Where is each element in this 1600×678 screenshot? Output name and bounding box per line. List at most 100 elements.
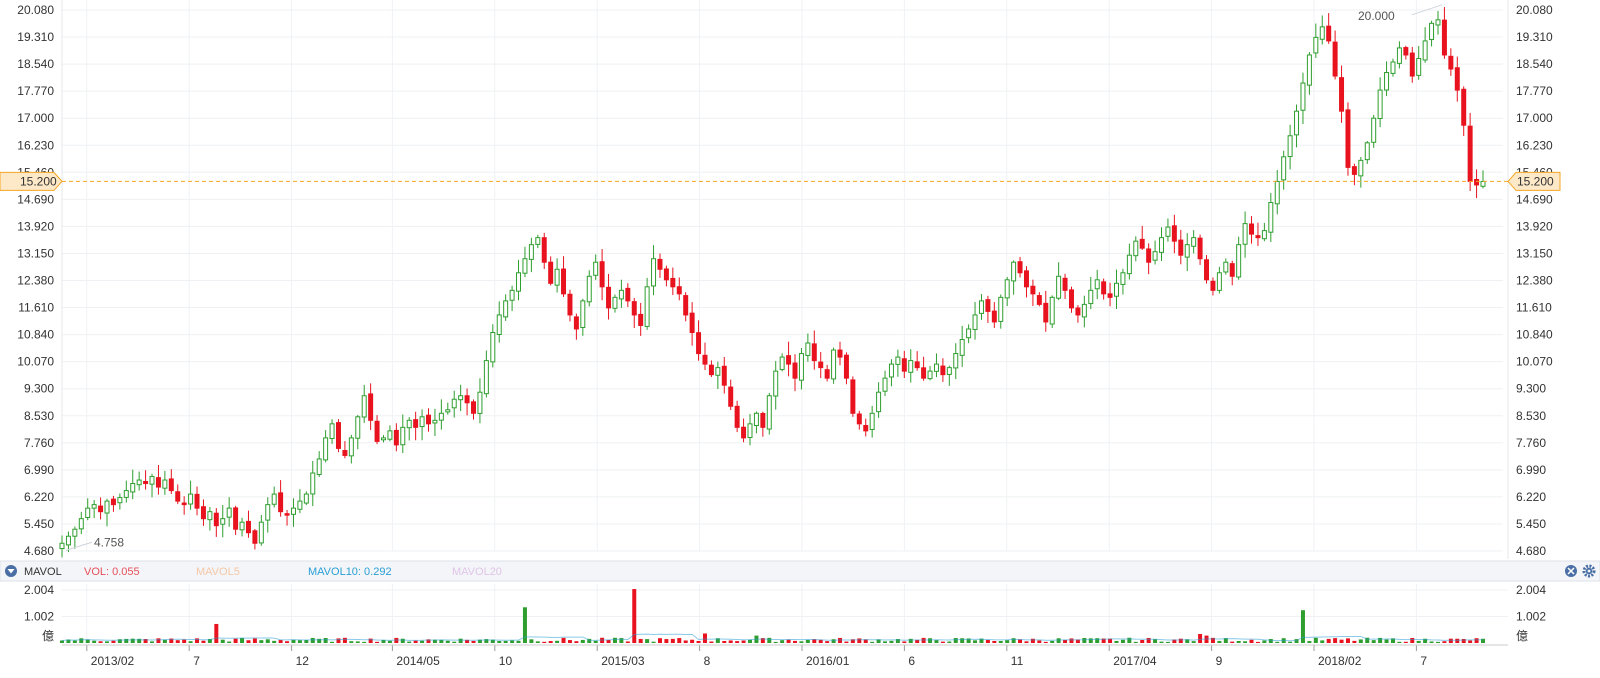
volume-bar[interactable]	[516, 640, 521, 643]
volume-bar[interactable]	[664, 639, 669, 643]
volume-bar[interactable]	[728, 640, 733, 643]
volume-bar[interactable]	[490, 639, 495, 643]
candle[interactable]	[901, 350, 907, 379]
candle[interactable]	[985, 295, 991, 323]
volume-bar[interactable]	[825, 641, 830, 643]
candle[interactable]	[1441, 7, 1447, 59]
candle[interactable]	[226, 497, 232, 527]
candle[interactable]	[715, 361, 721, 390]
candle[interactable]	[200, 499, 206, 526]
volume-bar[interactable]	[850, 639, 855, 643]
volume-bar[interactable]	[1416, 640, 1421, 643]
candle[interactable]	[895, 349, 901, 377]
volume-bar[interactable]	[580, 639, 585, 643]
volume-bar[interactable]	[535, 641, 540, 643]
volume-bar[interactable]	[72, 640, 77, 643]
candle[interactable]	[779, 353, 785, 372]
volume-bar[interactable]	[908, 638, 913, 643]
volume-bar[interactable]	[317, 638, 322, 643]
volume-bar[interactable]	[567, 640, 572, 643]
candle[interactable]	[1152, 240, 1158, 265]
candle[interactable]	[85, 498, 91, 521]
volume-bar[interactable]	[1011, 638, 1016, 643]
candle[interactable]	[741, 418, 747, 443]
candle[interactable]	[271, 486, 277, 508]
volume-bar[interactable]	[657, 638, 662, 643]
candle[interactable]	[670, 267, 676, 296]
candle[interactable]	[683, 292, 689, 322]
volume-bar[interactable]	[831, 639, 836, 643]
candle[interactable]	[393, 423, 399, 452]
volume-bar[interactable]	[484, 639, 489, 643]
volume-bar[interactable]	[1172, 639, 1177, 643]
volume-bar[interactable]	[973, 640, 978, 643]
candle[interactable]	[1364, 140, 1370, 164]
volume-bar[interactable]	[947, 641, 952, 643]
volume-bar[interactable]	[838, 637, 843, 643]
candle[interactable]	[483, 350, 489, 398]
candle[interactable]	[644, 277, 650, 330]
volume-bar[interactable]	[259, 640, 264, 643]
volume-bar[interactable]	[137, 638, 142, 643]
volume-bar[interactable]	[1120, 639, 1125, 643]
candle[interactable]	[1448, 48, 1454, 76]
volume-bar[interactable]	[1403, 641, 1408, 643]
candle[interactable]	[368, 383, 374, 430]
candle[interactable]	[1461, 86, 1467, 136]
volume-bar[interactable]	[1390, 638, 1395, 643]
candle[interactable]	[753, 411, 759, 434]
volume-bar[interactable]	[150, 641, 155, 643]
volume-bar[interactable]	[285, 641, 290, 643]
candle[interactable]	[233, 505, 239, 535]
volume-bar[interactable]	[85, 639, 90, 643]
volume-bar[interactable]	[1191, 641, 1196, 643]
candle[interactable]	[130, 469, 136, 500]
volume-bar[interactable]	[1018, 639, 1023, 643]
volume-bar[interactable]	[998, 640, 1003, 643]
volume-bar[interactable]	[510, 640, 515, 643]
candle[interactable]	[766, 392, 772, 435]
volume-bar[interactable]	[381, 639, 386, 643]
volume-bar[interactable]	[342, 637, 347, 643]
volume-bar[interactable]	[1423, 638, 1428, 643]
candle[interactable]	[374, 415, 380, 445]
volume-bar[interactable]	[323, 637, 328, 643]
candle[interactable]	[1416, 45, 1422, 80]
candle[interactable]	[573, 313, 579, 340]
volume-bar[interactable]	[156, 638, 161, 643]
volume-bar[interactable]	[252, 638, 257, 643]
candle[interactable]	[1236, 236, 1242, 280]
candle[interactable]	[1403, 45, 1409, 60]
volume-bar[interactable]	[1288, 641, 1293, 643]
candle[interactable]	[1467, 112, 1473, 192]
volume-bar[interactable]	[182, 639, 187, 643]
candle[interactable]	[91, 499, 97, 519]
candle[interactable]	[1435, 10, 1441, 35]
volume-bar[interactable]	[1075, 639, 1080, 643]
candle[interactable]	[207, 506, 213, 531]
candle[interactable]	[792, 354, 798, 392]
volume-series[interactable]	[60, 589, 1485, 643]
volume-bar[interactable]	[117, 639, 122, 643]
candle[interactable]	[136, 471, 142, 491]
volume-bar[interactable]	[1101, 638, 1106, 643]
candle[interactable]	[310, 461, 316, 507]
candle[interactable]	[1268, 192, 1274, 243]
candle[interactable]	[651, 245, 657, 296]
volume-bar[interactable]	[934, 640, 939, 643]
volume-bar[interactable]	[940, 641, 945, 643]
volume-bar[interactable]	[240, 638, 245, 643]
volume-bar[interactable]	[1294, 639, 1299, 643]
volume-bar[interactable]	[1326, 638, 1331, 643]
candle[interactable]	[940, 358, 946, 382]
candle[interactable]	[213, 508, 219, 537]
candle[interactable]	[175, 484, 181, 504]
candle[interactable]	[123, 480, 129, 503]
candle[interactable]	[162, 470, 168, 495]
volume-bar[interactable]	[683, 640, 688, 643]
candle[interactable]	[657, 253, 663, 278]
volume-bar[interactable]	[619, 638, 624, 643]
volume-bar[interactable]	[1230, 641, 1235, 643]
volume-bar[interactable]	[793, 640, 797, 643]
volume-bar[interactable]	[1210, 637, 1215, 643]
